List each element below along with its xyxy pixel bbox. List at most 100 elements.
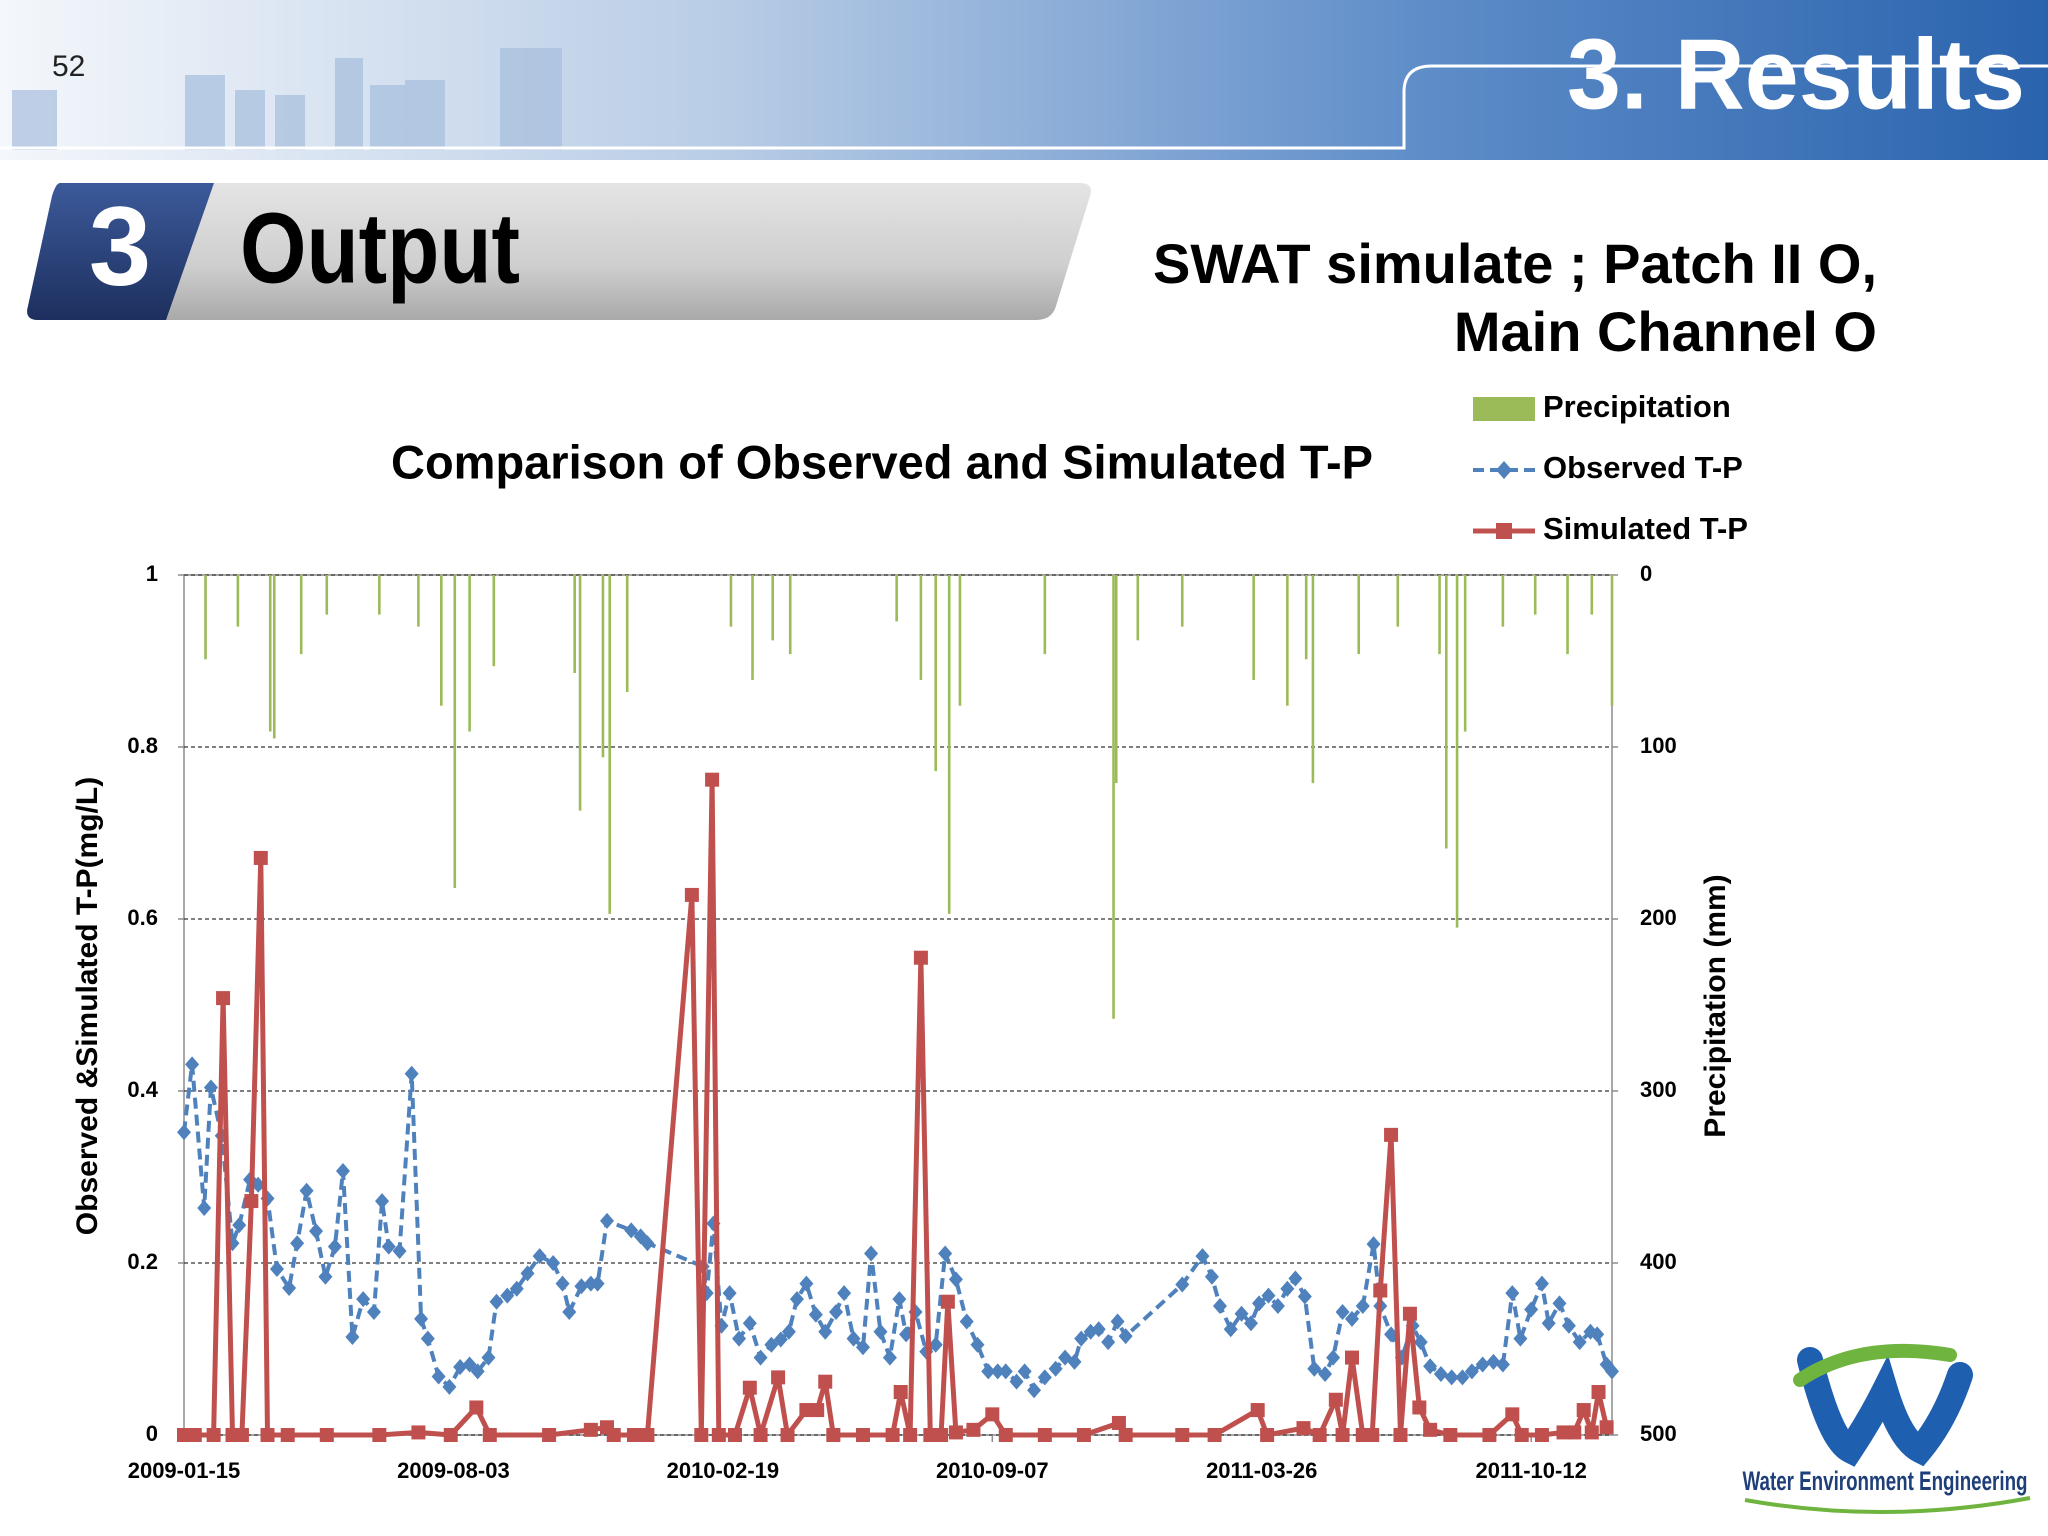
y-tick-label: 0.4 xyxy=(127,1077,158,1102)
data-point xyxy=(882,1349,897,1366)
data-point xyxy=(1572,1334,1587,1351)
data-point xyxy=(1118,1428,1133,1442)
data-point xyxy=(356,1291,371,1308)
data-point xyxy=(893,1385,908,1399)
data-point xyxy=(299,1182,314,1199)
bar xyxy=(417,575,420,627)
data-point xyxy=(420,1330,435,1347)
data-point xyxy=(789,1291,804,1308)
data-point xyxy=(855,1339,870,1356)
data-point xyxy=(1027,1382,1042,1399)
data-point xyxy=(1561,1317,1576,1334)
data-point xyxy=(1513,1330,1528,1347)
data-point xyxy=(203,1079,218,1096)
data-point xyxy=(546,1255,561,1271)
legend-label: Simulated T-P xyxy=(1543,511,1748,546)
data-point xyxy=(959,1313,974,1330)
data-point xyxy=(481,1349,496,1366)
data-point xyxy=(780,1428,795,1442)
bar xyxy=(325,575,329,615)
data-point xyxy=(1076,1428,1091,1442)
data-point xyxy=(1017,1363,1032,1380)
data-point xyxy=(892,1291,907,1308)
data-point xyxy=(799,1403,814,1418)
data-point xyxy=(864,1245,879,1262)
data-point xyxy=(873,1323,888,1340)
data-point xyxy=(829,1304,844,1321)
data-point xyxy=(187,1428,202,1442)
data-point xyxy=(966,1422,981,1437)
heading-number: 3 xyxy=(89,184,151,309)
bar xyxy=(453,575,457,889)
skyline xyxy=(12,48,562,150)
data-point xyxy=(309,1223,324,1240)
data-point xyxy=(1591,1385,1606,1399)
data-point xyxy=(781,1323,796,1340)
data-point xyxy=(345,1328,360,1345)
bar xyxy=(788,575,792,655)
data-point xyxy=(1344,1350,1359,1365)
bar xyxy=(1043,575,1047,655)
x-tick-label: 2009-01-15 xyxy=(128,1458,241,1483)
logo: Water Environment Engineering xyxy=(1743,1343,2031,1515)
bar xyxy=(1396,575,1400,627)
header-rule xyxy=(0,64,2048,150)
data-point xyxy=(269,1261,284,1278)
data-point xyxy=(1366,1236,1381,1253)
data-point xyxy=(1297,1288,1312,1305)
data-point xyxy=(1412,1400,1427,1415)
data-point xyxy=(177,1124,191,1141)
bar xyxy=(625,575,629,692)
bar xyxy=(1463,575,1467,732)
data-point xyxy=(443,1428,458,1442)
data-point xyxy=(711,1428,726,1442)
data-point xyxy=(1270,1298,1285,1314)
data-point xyxy=(1373,1283,1388,1298)
data-point xyxy=(197,1199,212,1216)
bar xyxy=(236,575,240,627)
data-point xyxy=(998,1363,1013,1380)
data-point xyxy=(1505,1285,1520,1302)
data-point xyxy=(705,772,720,787)
data-point xyxy=(431,1368,446,1385)
data-point xyxy=(1074,1330,1089,1347)
data-point xyxy=(753,1428,768,1442)
data-point xyxy=(1365,1428,1380,1442)
data-point xyxy=(562,1304,577,1321)
bar xyxy=(378,575,381,615)
data-point xyxy=(253,850,268,865)
data-point xyxy=(899,1326,914,1343)
data-point xyxy=(453,1359,468,1376)
data-point xyxy=(913,950,928,965)
data-point xyxy=(1328,1392,1343,1407)
data-point xyxy=(260,1428,275,1442)
data-point xyxy=(1307,1360,1322,1377)
data-point xyxy=(404,1065,419,1082)
bar xyxy=(1180,575,1184,627)
data-point xyxy=(234,1428,249,1442)
x-tick-label: 2010-02-19 xyxy=(667,1458,780,1483)
data-point xyxy=(1335,1428,1350,1442)
data-point xyxy=(1280,1280,1295,1297)
bar xyxy=(204,575,207,660)
data-point xyxy=(1482,1428,1497,1442)
data-point xyxy=(574,1278,589,1295)
data-point xyxy=(1423,1358,1438,1375)
section-title: 3. Results xyxy=(1567,18,2025,130)
data-point xyxy=(1505,1407,1520,1422)
data-point xyxy=(846,1330,861,1347)
data-point xyxy=(583,1422,598,1437)
bar xyxy=(729,575,733,627)
legend-marker xyxy=(1496,523,1512,539)
data-point xyxy=(327,1238,342,1255)
legend-item: Observed T-P xyxy=(1473,450,1743,485)
bar xyxy=(1444,575,1448,849)
data-point xyxy=(1584,1425,1599,1440)
data-point xyxy=(923,1428,938,1442)
heading-number-badge xyxy=(27,183,214,320)
chart-title: Comparison of Observed and Simulated T-P xyxy=(391,435,1373,488)
bar xyxy=(919,575,923,680)
data-point xyxy=(1455,1369,1470,1386)
data-point xyxy=(684,887,699,902)
